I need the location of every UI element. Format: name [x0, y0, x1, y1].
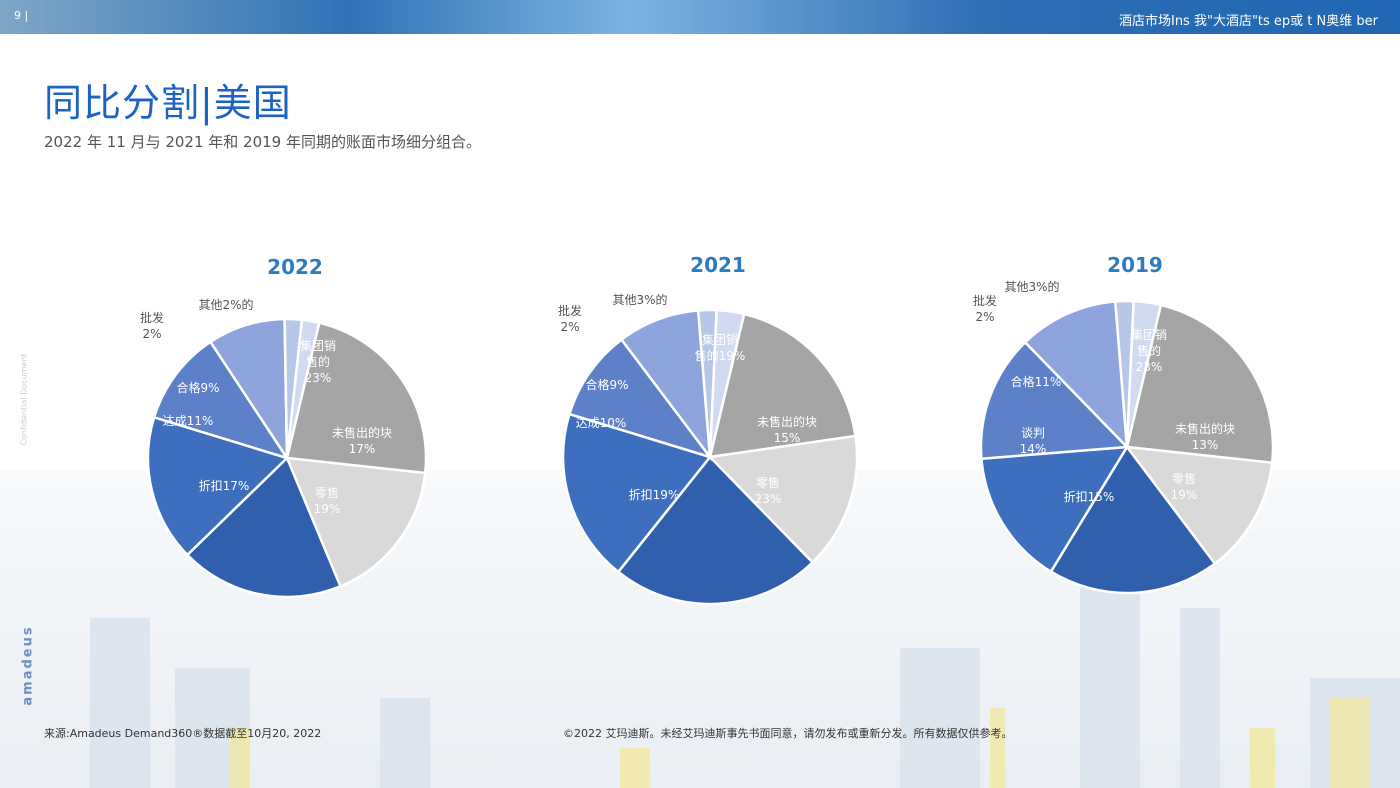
pie-label-批发: 批发 2% — [558, 303, 582, 334]
header-bar: 9 | 酒店市场Ins 我"大酒店"ts ep或 t N奥维 ber — [0, 0, 1400, 34]
pie-slice-其他 — [285, 318, 321, 459]
pie-slice-谈判 — [979, 340, 1130, 461]
footer-copyright: ©2022 艾玛迪斯。未经艾玛迪斯事先书面同意，请勿发布或重新分发。所有数据仅供… — [563, 727, 1013, 740]
header-title: 酒店市场Ins 我"大酒店"ts ep或 t N奥维 ber — [1118, 14, 1378, 29]
pie-slice-集团销售的 — [285, 321, 428, 475]
pie-label-未售出的块: 未售出的块 15% — [757, 414, 817, 445]
pie-label-合格: 合格11% — [1011, 374, 1062, 389]
pie-slice-集团销售的 — [708, 312, 857, 459]
pie-label-合格: 合格9% — [176, 380, 219, 395]
pie-label-其他: 其他3%的 — [1004, 279, 1059, 294]
pie-slice-达成 — [567, 337, 714, 460]
pie-label-未售出的块: 未售出的块 17% — [332, 425, 392, 456]
pie-slice-折扣 — [980, 445, 1130, 574]
pie-label-其他: 其他3%的 — [612, 292, 667, 307]
pie-label-零售: 零售 23% — [755, 475, 782, 506]
pie-slice-未售出的块 — [285, 456, 427, 588]
pie-slice-集团销售的 — [1125, 303, 1275, 465]
pie-label-折扣: 折扣19% — [629, 487, 680, 502]
pie-label-折扣: 折扣15% — [1064, 489, 1115, 504]
pie-slice-未售出的块 — [1124, 445, 1274, 566]
pie-slice-合格 — [619, 309, 712, 462]
pie-label-合格: 合格9% — [585, 377, 628, 392]
page-number: 9 | — [14, 9, 29, 22]
pie-label-其他: 其他2%的 — [198, 297, 253, 312]
pie-label-集团销售的: 集团销售的 23% — [300, 338, 336, 385]
pie-label-集团销售的: 集团销售的19% — [695, 332, 746, 363]
pie-title: 2021 — [690, 253, 746, 277]
pie-chart-2019: 2019 集团销售的 23% 未售出的块 13% 零售 19% 折扣15% 谈判 14% 合格11%… — [973, 253, 1275, 595]
pie-slice-零售 — [1049, 444, 1217, 595]
page-title: 同比分割|美国 — [44, 81, 292, 125]
pie-label-零售: 零售 19% — [1171, 471, 1198, 502]
page-subtitle: 2022 年 11 月与 2021 年和 2019 年同期的账面市场细分组合。 — [44, 133, 481, 151]
pie-label-折扣: 折扣17% — [199, 478, 250, 493]
pie-slice-达成 — [152, 340, 290, 461]
pie-label-未售出的块: 未售出的块 13% — [1175, 421, 1235, 452]
pie-title: 2022 — [267, 255, 323, 279]
pie-label-集团销售的: 集团销售的 23% — [1131, 327, 1167, 374]
pie-slice-合格 — [1023, 300, 1129, 451]
pie-slice-合格 — [208, 317, 289, 463]
pie-slice-其他 — [1125, 299, 1163, 448]
pie-label-达成: 达成10% — [576, 416, 627, 430]
pie-label-批发: 批发 2% — [973, 293, 997, 324]
pie-chart-2022: 2022 集团销售的 23% 未售出的块 17% 零售 19% 折扣17% 达成11% 合格9% 批… — [140, 255, 428, 599]
pie-chart-2021: 2021 集团销售的19% 未售出的块 15% 零售 23% 折扣19% 达成10% 合格9% 批… — [558, 253, 859, 606]
pie-slice-折扣 — [561, 412, 713, 574]
footer-source: 来源:Amadeus Demand360®数据截至10月20, 2022 — [44, 727, 322, 740]
pie-label-达成: 达成11% — [163, 414, 214, 428]
pie-slice-零售 — [616, 455, 815, 606]
pie-label-零售: 零售 19% — [314, 485, 341, 516]
pie-title: 2019 — [1107, 253, 1163, 277]
pie-label-批发: 批发 2% — [140, 310, 164, 341]
pie-slice-未售出的块 — [707, 434, 859, 565]
pie-label-谈判: 谈判 14% — [1020, 426, 1047, 456]
pie-slice-其他 — [708, 308, 746, 458]
pie-slice-折扣 — [146, 415, 290, 557]
pie-slice-零售 — [185, 455, 343, 599]
